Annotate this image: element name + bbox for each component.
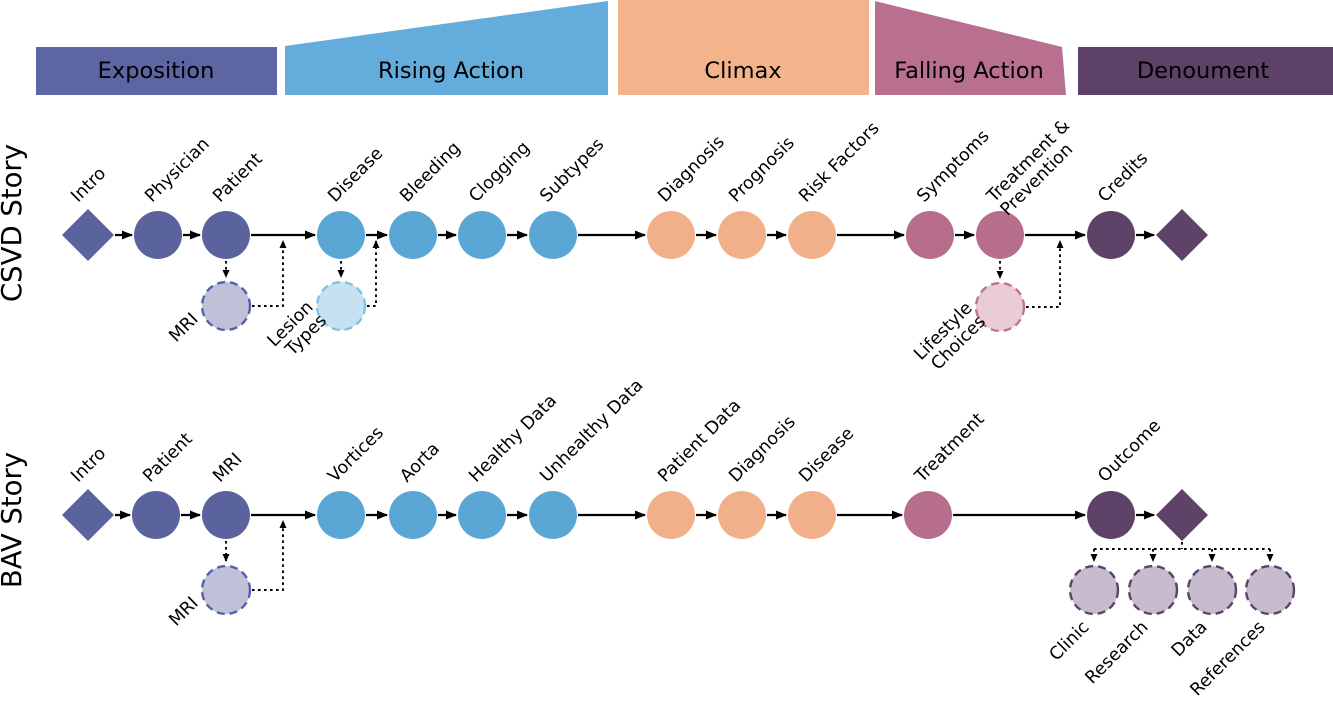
node-bav-story-vortices <box>317 491 365 539</box>
node-bav-story-treatment-label: Treatment <box>911 409 989 487</box>
node-csvd-story-symptoms-label: Symptoms <box>913 126 993 206</box>
node-bav-story-end <box>1156 489 1208 541</box>
subnode-data <box>1186 564 1238 616</box>
node-csvd-story-physician-label: Physician <box>141 134 213 206</box>
banner-falling-action <box>875 1 1066 95</box>
node-csvd-story-risk-factors-label: Risk Factors <box>795 118 883 206</box>
subflow-return-arrow-lifestyle <box>1026 240 1064 308</box>
banner-label-denoument: Denoument <box>1137 58 1269 84</box>
node-bav-story-patient-label: Patient <box>139 429 196 486</box>
subnode-label-research: Research <box>1082 617 1153 688</box>
banner-label-rising-action: Rising Action <box>378 58 524 84</box>
node-bav-story-unhealthy-data-label: Unhealthy Data <box>536 376 647 487</box>
node-bav-story-intro-label: Intro <box>67 444 110 487</box>
subnode-label-clinic: Clinic <box>1046 617 1094 665</box>
banner-rising-action <box>285 1 608 95</box>
subnode-clinic <box>1068 564 1120 616</box>
subnode-research <box>1127 564 1179 616</box>
node-bav-story-unhealthy-data <box>529 491 577 539</box>
story-title-csvd-story: CSVD Story <box>0 144 28 302</box>
node-bav-story-vortices-label: Vortices <box>324 423 387 486</box>
subnode-label-data: Data <box>1168 617 1212 661</box>
node-csvd-story-subtypes <box>529 211 577 259</box>
node-csvd-story-bleeding-label: Bleeding <box>396 138 464 206</box>
node-csvd-story-credits-label: Credits <box>1094 149 1152 207</box>
node-csvd-story-clogging-label: Clogging <box>465 138 534 207</box>
subnode-mri <box>200 280 252 332</box>
node-csvd-story-physician <box>134 211 182 259</box>
subflow-return-arrow-lesion <box>367 240 380 307</box>
node-bav-story-aorta <box>389 491 437 539</box>
node-bav-story-aorta-label: Aorta <box>396 439 443 486</box>
subnode-mri <box>200 564 252 616</box>
node-csvd-story-patient-label: Patient <box>209 149 266 206</box>
node-csvd-story-disease <box>317 211 365 259</box>
banner-label-exposition: Exposition <box>98 58 215 84</box>
subnode-references <box>1244 564 1296 616</box>
node-bav-story-patient-data <box>647 491 695 539</box>
banner-climax <box>618 0 869 95</box>
node-csvd-story-disease-label: Disease <box>324 144 387 207</box>
node-csvd-story-clogging <box>458 211 506 259</box>
node-csvd-story-credits <box>1087 211 1135 259</box>
node-bav-story-healthy-data <box>458 491 506 539</box>
node-bav-story-mri-label: MRI <box>209 449 246 486</box>
node-bav-story-outcome <box>1087 491 1135 539</box>
node-bav-story-diagnosis-label: Diagnosis <box>725 412 799 486</box>
node-bav-story-intro <box>62 489 114 541</box>
banner-label-climax: Climax <box>704 58 781 84</box>
node-bav-story-disease <box>788 491 836 539</box>
node-csvd-story-diagnosis-label: Diagnosis <box>654 132 728 206</box>
node-csvd-story-diagnosis <box>647 211 695 259</box>
node-csvd-story-prognosis-label: Prognosis <box>725 133 798 206</box>
subflow-return-arrow-mri <box>252 240 287 307</box>
node-bav-story-outcome-label: Outcome <box>1094 416 1165 487</box>
node-bav-story-disease-label: Disease <box>795 424 858 487</box>
node-csvd-story-risk-factors <box>788 211 836 259</box>
banner-denoument <box>1078 47 1333 95</box>
node-bav-story-patient <box>132 491 180 539</box>
node-csvd-story-end <box>1156 209 1208 261</box>
node-csvd-story-treatment-prevention <box>976 211 1024 259</box>
node-bav-story-mri <box>202 491 250 539</box>
node-csvd-story-bleeding <box>389 211 437 259</box>
subnode-lifestyle-choices <box>974 281 1026 333</box>
story-title-bav-story: BAV Story <box>0 452 28 588</box>
subnode-lesion-types <box>315 280 367 332</box>
banner-label-falling-action: Falling Action <box>894 58 1044 84</box>
subflow-return-arrow-mri <box>252 520 287 591</box>
node-csvd-story-patient <box>202 211 250 259</box>
banner-exposition <box>36 47 277 95</box>
node-csvd-story-intro <box>62 209 114 261</box>
node-bav-story-treatment <box>904 491 952 539</box>
node-csvd-story-prognosis <box>718 211 766 259</box>
subnode-label-mri: MRI <box>165 593 202 630</box>
node-csvd-story-treatment-prevention-label: Treatment &Prevention <box>983 116 1088 221</box>
node-bav-story-diagnosis <box>718 491 766 539</box>
node-csvd-story-intro-label: Intro <box>67 164 110 207</box>
node-csvd-story-subtypes-label: Subtypes <box>536 135 608 207</box>
subnode-label-mri: MRI <box>165 309 202 346</box>
node-csvd-story-symptoms <box>906 211 954 259</box>
